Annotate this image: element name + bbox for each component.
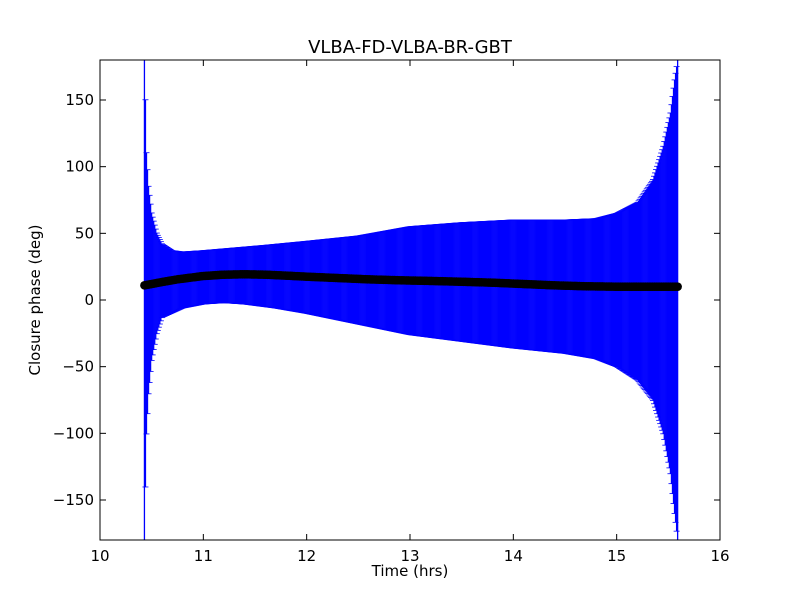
- y-tick-label: −100: [53, 424, 94, 442]
- plot-area: [140, 60, 682, 540]
- x-axis-label: Time (hrs): [371, 562, 449, 580]
- y-axis-label: Closure phase (deg): [26, 225, 44, 376]
- y-tick-label: 0: [84, 291, 94, 309]
- x-tick-label: 15: [607, 547, 626, 565]
- x-tick-label: 11: [194, 547, 213, 565]
- x-tick-label: 14: [504, 547, 523, 565]
- chart-title: VLBA-FD-VLBA-BR-GBT: [308, 37, 513, 58]
- x-tick-label: 12: [297, 547, 316, 565]
- x-tick-label: 16: [710, 547, 729, 565]
- y-tick-label: −150: [53, 491, 94, 509]
- y-tick-label: 100: [65, 158, 94, 176]
- y-tick-label: 150: [65, 91, 94, 109]
- y-tick-label: −50: [62, 358, 94, 376]
- data-layer: [140, 60, 682, 540]
- data-point: [673, 282, 682, 291]
- y-tick-label: 50: [75, 224, 94, 242]
- x-tick-label: 13: [400, 547, 419, 565]
- axis-ticks: 10 11 12 13 14 15 16 −150 −100 −50 0 50 100 150: [53, 60, 730, 565]
- x-tick-label: 10: [90, 547, 109, 565]
